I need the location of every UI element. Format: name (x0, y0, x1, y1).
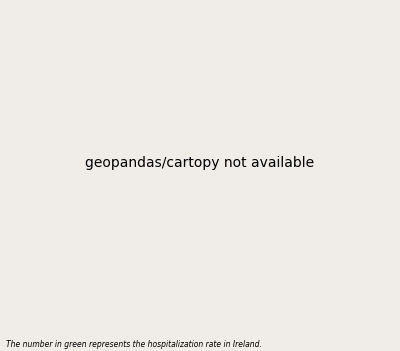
Text: The number in green represents the hospitalization rate in Ireland.: The number in green represents the hospi… (6, 340, 262, 349)
Text: geopandas/cartopy not available: geopandas/cartopy not available (86, 156, 314, 170)
